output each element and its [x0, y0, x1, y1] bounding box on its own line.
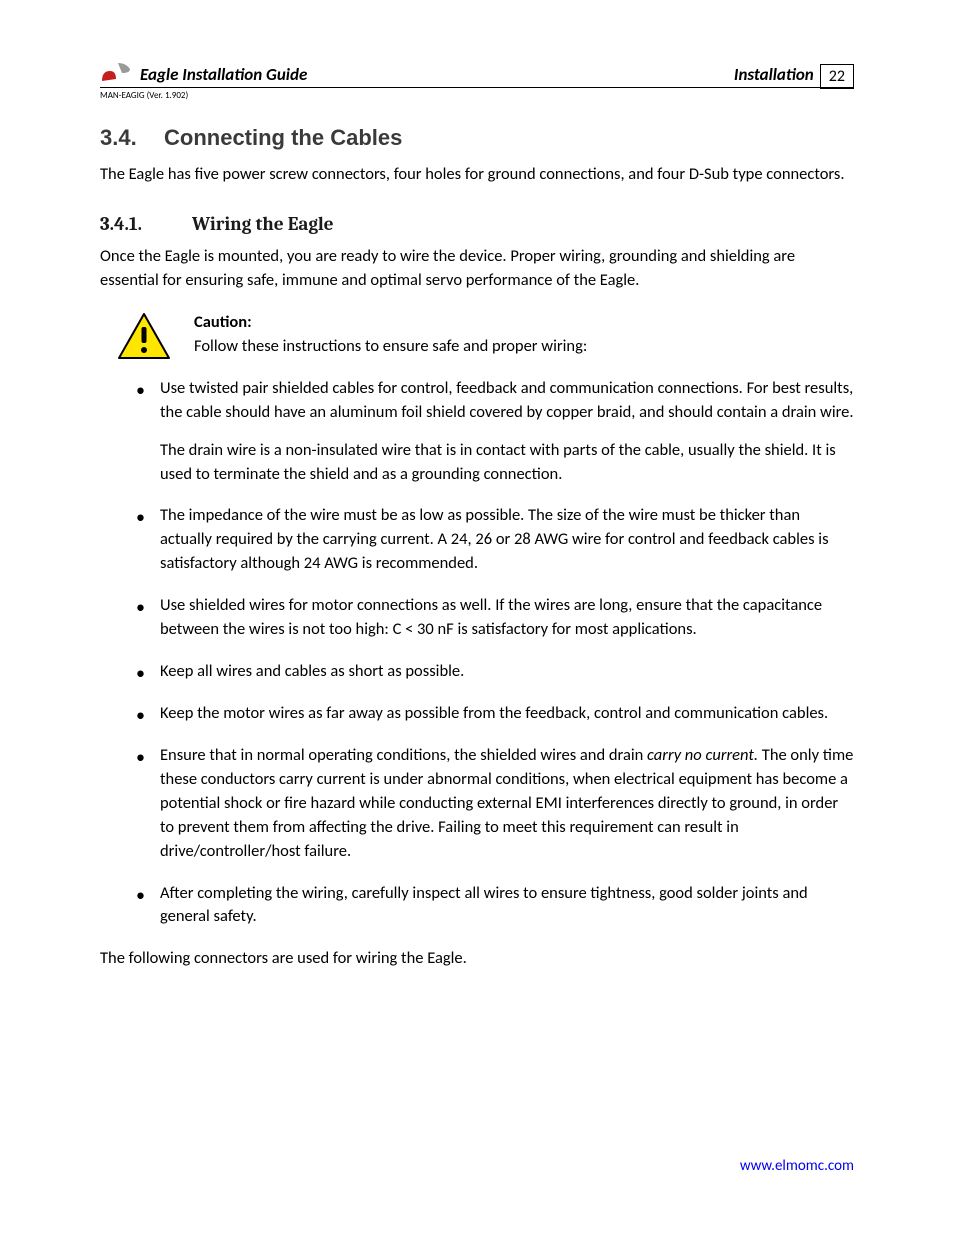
caution-label: Caution:	[194, 311, 587, 335]
bullet-text: Keep the motor wires as far away as poss…	[160, 703, 828, 723]
section-title: Connecting the Cables	[164, 125, 402, 150]
section-name: Installation	[734, 64, 814, 85]
doc-version: MAN-EAGIG (Ver. 1.902)	[100, 90, 854, 101]
bullet-text-pre: Ensure that in normal operating conditio…	[160, 745, 647, 765]
caution-text-block: Caution: Follow these instructions to en…	[194, 311, 587, 359]
bullet-text: Keep all wires and cables as short as po…	[160, 661, 464, 681]
subsection-title: Wiring the Eagle	[192, 213, 334, 235]
bullet-subtext: The drain wire is a non-insulated wire t…	[160, 439, 854, 487]
caution-body: Follow these instructions to ensure safe…	[194, 335, 587, 359]
bullet-text: The impedance of the wire must be as low…	[160, 505, 829, 573]
footer-link[interactable]: www.elmomc.com	[740, 1157, 854, 1175]
subsection-number: 3.4.1.	[100, 213, 192, 235]
bullet-text: After completing the wiring, carefully i…	[160, 883, 808, 927]
list-item: Ensure that in normal operating conditio…	[136, 744, 854, 864]
caution-block: Caution: Follow these instructions to en…	[116, 311, 854, 363]
page-header: Eagle Installation Guide Installation 22	[100, 60, 854, 88]
page-container: Eagle Installation Guide Installation 22…	[0, 0, 954, 1011]
doc-title: Eagle Installation Guide	[140, 64, 307, 85]
section-intro: The Eagle has five power screw connector…	[100, 163, 854, 187]
list-item: After completing the wiring, carefully i…	[136, 882, 854, 930]
bullet-text-italic: carry no current.	[647, 745, 758, 765]
closing-paragraph: The following connectors are used for wi…	[100, 947, 854, 971]
section-number: 3.4.	[100, 125, 164, 151]
warning-triangle-icon	[116, 311, 172, 363]
bullet-text: Use twisted pair shielded cables for con…	[160, 378, 854, 422]
brand-logo-icon	[100, 61, 134, 83]
bullet-text: Use shielded wires for motor connections…	[160, 595, 822, 639]
list-item: Keep the motor wires as far away as poss…	[136, 702, 854, 726]
section-heading: 3.4.Connecting the Cables	[100, 125, 854, 151]
page-number: 22	[820, 64, 854, 89]
list-item: Use shielded wires for motor connections…	[136, 594, 854, 642]
list-item: The impedance of the wire must be as low…	[136, 504, 854, 576]
bullet-list: Use twisted pair shielded cables for con…	[100, 377, 854, 930]
list-item: Use twisted pair shielded cables for con…	[136, 377, 854, 487]
subsection-intro: Once the Eagle is mounted, you are ready…	[100, 245, 854, 293]
header-left: Eagle Installation Guide	[100, 61, 307, 85]
list-item: Keep all wires and cables as short as po…	[136, 660, 854, 684]
header-right: Installation 22	[734, 60, 854, 85]
subsection-heading: 3.4.1.Wiring the Eagle	[100, 213, 854, 235]
